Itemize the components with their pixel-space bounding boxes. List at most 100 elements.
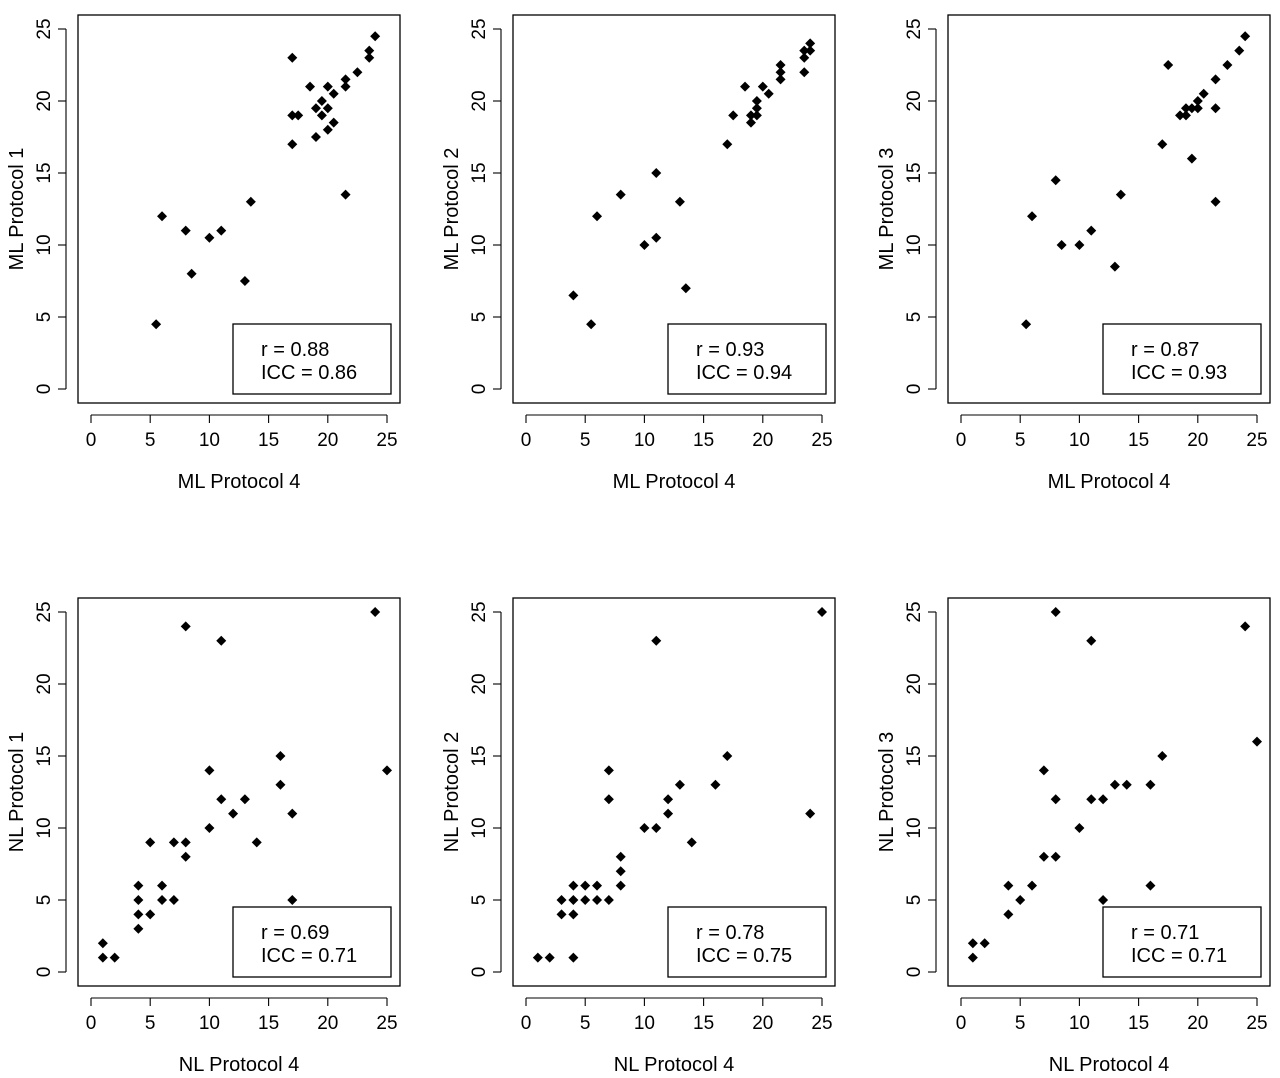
data-point (151, 319, 162, 330)
x-tick-label: 0 (521, 430, 532, 451)
data-point (651, 823, 662, 833)
x-axis-label: ML Protocol 4 (178, 471, 301, 493)
data-point (775, 67, 786, 78)
y-tick-label: 25 (34, 601, 55, 622)
data-point (97, 952, 108, 963)
x-tick-label: 15 (258, 430, 279, 451)
x-tick-label: 10 (634, 430, 655, 451)
scatter-panel: 0 5 10 15 20 25 0 5 10 15 20 25 ML Protocol 4 ML Prot… (441, 14, 836, 493)
x-tick-label: 5 (145, 430, 156, 451)
data-point (722, 751, 733, 761)
y-tick-label: 10 (469, 234, 490, 255)
y-axis-label: ML Protocol 1 (6, 148, 28, 271)
plot-frame (512, 14, 836, 404)
data-point (305, 81, 316, 92)
data-point (145, 909, 156, 920)
scatter-panel: 0 5 10 15 20 25 0 5 10 15 20 25 NL Protocol 4 NL Prot… (441, 597, 836, 1076)
data-point (168, 895, 179, 905)
data-point (568, 290, 579, 301)
x-tick-label: 25 (811, 430, 832, 451)
data-point (757, 81, 768, 92)
data-point (639, 823, 650, 833)
x-tick-label: 0 (956, 430, 967, 451)
data-point (180, 837, 191, 848)
data-point (674, 196, 685, 207)
x-tick-label: 25 (376, 1013, 397, 1034)
y-tick-label: 25 (469, 601, 490, 622)
y-tick-label: 15 (904, 162, 925, 183)
data-point (251, 837, 262, 848)
data-point (1210, 196, 1221, 207)
data-point (568, 895, 579, 905)
data-point (615, 851, 626, 862)
y-axis-label: NL Protocol 1 (6, 732, 28, 852)
x-tick-label: 5 (1015, 430, 1026, 451)
y-tick-label: 15 (904, 745, 925, 766)
x-tick-label: 25 (1246, 1013, 1267, 1034)
data-point (639, 240, 650, 250)
x-tick-label: 0 (956, 1013, 967, 1034)
data-point (745, 110, 756, 121)
data-point (1186, 153, 1197, 164)
data-point (710, 779, 721, 790)
data-point (1157, 139, 1168, 150)
plot-frame (512, 597, 836, 987)
icc-label: ICC = 0.94 (696, 362, 792, 384)
data-point (728, 110, 739, 121)
data-point (651, 168, 662, 178)
data-point (1145, 880, 1156, 891)
data-point (1074, 240, 1085, 250)
plot-frame (77, 597, 401, 987)
y-tick-label: 0 (469, 967, 490, 978)
data-point (722, 139, 733, 150)
data-point (1180, 110, 1191, 121)
data-point (532, 952, 543, 963)
data-point (216, 794, 227, 805)
data-point (1050, 607, 1061, 617)
data-point (133, 895, 144, 905)
data-point (328, 117, 339, 128)
data-point (805, 808, 816, 819)
stats-box (667, 323, 827, 395)
data-point (1109, 261, 1120, 272)
data-point (805, 45, 816, 56)
data-point (1038, 765, 1049, 776)
data-point (1157, 751, 1168, 761)
y-tick-label: 20 (904, 673, 925, 694)
data-point (1086, 225, 1097, 236)
data-point (216, 225, 227, 236)
x-tick-label: 0 (86, 430, 97, 451)
x-tick-label: 0 (86, 1013, 97, 1034)
data-point (592, 211, 603, 222)
data-point (239, 794, 250, 805)
x-axis-label: NL Protocol 4 (614, 1054, 734, 1076)
data-point (1098, 895, 1109, 905)
y-tick-label: 5 (469, 312, 490, 323)
y-tick-label: 5 (34, 895, 55, 906)
x-tick-label: 15 (258, 1013, 279, 1034)
data-point (204, 823, 215, 833)
data-point (967, 952, 978, 963)
data-point (799, 45, 810, 56)
x-tick-label: 20 (752, 1013, 773, 1034)
data-point (186, 268, 197, 279)
data-point (592, 895, 603, 905)
data-point (967, 938, 978, 949)
data-point (740, 81, 751, 92)
data-point (157, 895, 168, 905)
data-point (1210, 103, 1221, 114)
x-axis-label: ML Protocol 4 (1048, 471, 1171, 493)
y-tick-label: 20 (34, 90, 55, 111)
pearson-r-label: r = 0.78 (696, 922, 764, 944)
data-point (133, 923, 144, 934)
data-point (180, 225, 191, 236)
scatter-panel: 0 5 10 15 20 25 0 5 10 15 20 25 NL Protocol 4 NL Prot… (876, 597, 1271, 1076)
data-point (603, 765, 614, 776)
data-point (568, 952, 579, 963)
x-tick-label: 15 (1128, 1013, 1149, 1034)
data-point (979, 938, 990, 949)
data-point (751, 110, 762, 121)
plot-frame (947, 597, 1271, 987)
data-point (180, 851, 191, 862)
